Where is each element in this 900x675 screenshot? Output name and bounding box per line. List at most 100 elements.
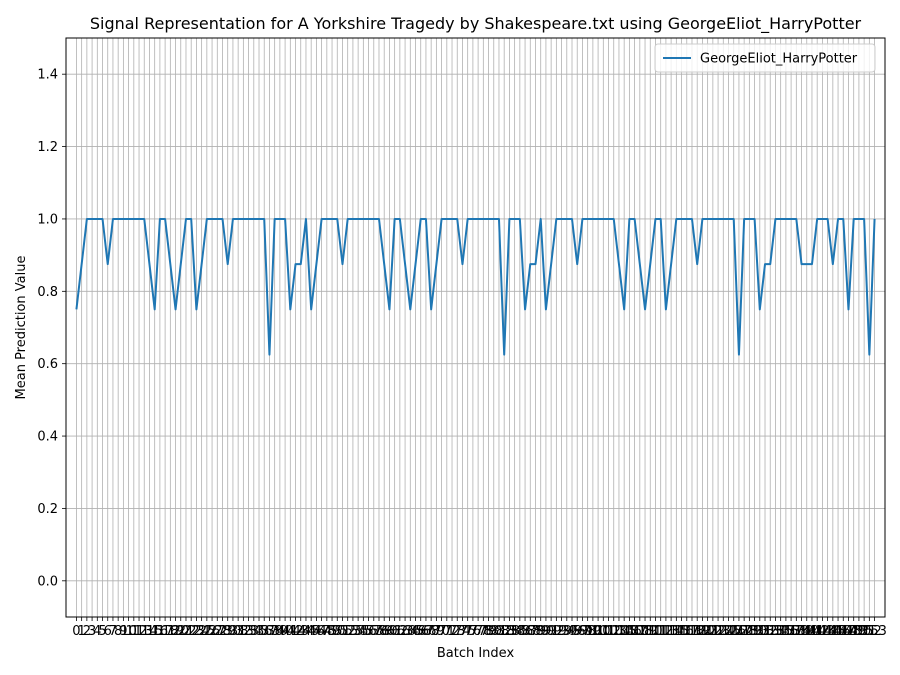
x-tick-label: 120	[690, 624, 715, 639]
x-tick-label: 122	[700, 624, 725, 639]
x-tick-label: 21	[178, 624, 195, 639]
y-tick-label: 1.2	[37, 140, 58, 155]
x-tick-label: 97	[574, 624, 591, 639]
x-tick-label: 71	[439, 624, 456, 639]
x-tick-label: 17	[157, 624, 174, 639]
vertical-gridlines	[76, 38, 875, 617]
x-tick-label: 89	[532, 624, 549, 639]
x-tick-label: 48	[319, 624, 336, 639]
x-tick-label: 73	[449, 624, 466, 639]
x-tick-label: 45	[303, 624, 320, 639]
x-tick-label: 54	[350, 624, 367, 639]
x-tick-label: 123	[706, 624, 731, 639]
x-tick-label: 112	[648, 624, 673, 639]
x-tick-label: 64	[402, 624, 419, 639]
x-tick-label: 119	[685, 624, 710, 639]
x-tick-label: 40	[277, 624, 294, 639]
x-tick-label: 23	[188, 624, 205, 639]
x-tick-label: 33	[240, 624, 257, 639]
x-tick-label: 152	[857, 624, 882, 639]
x-tick-label: 117	[674, 624, 699, 639]
x-tick-label: 105	[612, 624, 637, 639]
x-tick-label: 103	[601, 624, 626, 639]
x-tick-label: 52	[339, 624, 356, 639]
x-tick-label: 81	[491, 624, 508, 639]
x-tick-label: 31	[230, 624, 247, 639]
y-tick-label: 0.2	[37, 502, 58, 517]
x-tick-label: 18	[162, 624, 179, 639]
x-tick-label: 36	[256, 624, 273, 639]
legend-entry-label: GeorgeEliot_HarryPotter	[700, 52, 858, 67]
x-tick-label: 98	[579, 624, 596, 639]
x-tick-label: 139	[789, 624, 814, 639]
x-tick-label: 30	[225, 624, 242, 639]
x-tick-label: 88	[527, 624, 544, 639]
x-tick-label: 127	[727, 624, 752, 639]
x-tick-label: 34	[246, 624, 263, 639]
x-tick-label: 53	[345, 624, 362, 639]
x-tick-label: 56	[360, 624, 377, 639]
x-tick-label: 137	[779, 624, 804, 639]
x-tick-label: 35	[251, 624, 268, 639]
x-tick-label: 92	[548, 624, 565, 639]
x-tick-label: 132	[753, 624, 778, 639]
x-tick-label: 7	[109, 624, 117, 639]
x-tick-label: 83	[501, 624, 518, 639]
x-tick-label: 142	[805, 624, 830, 639]
series-line	[75, 217, 876, 356]
x-tick-label: 43	[292, 624, 309, 639]
x-tick-label: 12	[131, 624, 148, 639]
x-tick-label: 70	[433, 624, 450, 639]
x-tick-label: 2	[83, 624, 91, 639]
x-tick-label: 129	[737, 624, 762, 639]
x-tick-label: 114	[659, 624, 684, 639]
x-tick-label: 76	[465, 624, 482, 639]
x-tick-label: 22	[183, 624, 200, 639]
x-tick-label: 143	[810, 624, 835, 639]
x-tick-label: 101	[591, 624, 616, 639]
x-tick-label: 131	[747, 624, 772, 639]
x-tick-label: 108	[627, 624, 652, 639]
y-axis-label: Mean Prediction Value	[14, 256, 29, 400]
x-tick-label: 55	[355, 624, 372, 639]
x-tick-label: 100	[586, 624, 611, 639]
x-tick-label: 26	[204, 624, 221, 639]
x-tick-label: 8	[114, 624, 122, 639]
x-tick-label: 47	[313, 624, 330, 639]
x-tick-label: 133	[758, 624, 783, 639]
x-tick-label: 125	[716, 624, 741, 639]
x-tick-label: 138	[784, 624, 809, 639]
x-tick-label: 24	[193, 624, 210, 639]
x-tick-label: 87	[522, 624, 539, 639]
x-tick-label: 15	[146, 624, 163, 639]
x-tick-label: 9	[119, 624, 127, 639]
x-tick-label: 4	[93, 624, 101, 639]
x-tick-label: 147	[831, 624, 856, 639]
x-tick-label: 86	[517, 624, 534, 639]
x-tick-label: 44	[298, 624, 315, 639]
x-tick-label: 93	[553, 624, 570, 639]
x-tick-label: 28	[214, 624, 231, 639]
x-tick-label: 59	[376, 624, 393, 639]
x-tick-label: 19	[167, 624, 184, 639]
x-tick-label: 153	[862, 624, 887, 639]
x-tick-label: 25	[199, 624, 216, 639]
x-tick-label: 136	[773, 624, 798, 639]
x-tick-label: 49	[324, 624, 341, 639]
y-tick-label: 0.6	[37, 357, 58, 372]
x-tick-label: 66	[412, 624, 429, 639]
x-tick-label: 134	[763, 624, 788, 639]
x-tick-label: 150	[847, 624, 872, 639]
x-tick-label: 67	[418, 624, 435, 639]
series-group	[75, 217, 876, 356]
x-tick-label: 80	[485, 624, 502, 639]
x-tick-label: 63	[397, 624, 414, 639]
x-tick-label: 113	[653, 624, 678, 639]
x-tick-label: 72	[444, 624, 461, 639]
x-tick-label: 110	[638, 624, 663, 639]
x-tick-label: 1	[78, 624, 86, 639]
x-tick-label: 46	[308, 624, 325, 639]
x-tick-label: 38	[266, 624, 283, 639]
x-tick-label: 68	[423, 624, 440, 639]
y-tick-label: 1.4	[37, 68, 58, 83]
